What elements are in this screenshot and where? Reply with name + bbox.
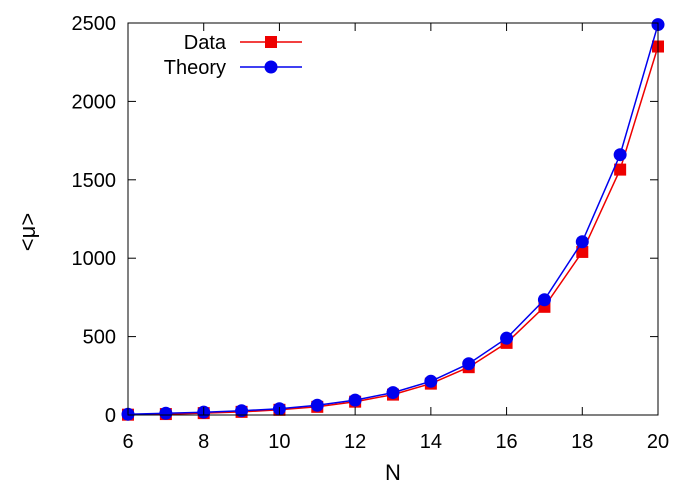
- y-tick-label: 1500: [72, 170, 117, 192]
- axes: 6 8 10 12 14 16 18 20 0 500 1000 1500 2000 2500: [72, 13, 670, 453]
- x-tick-label: 12: [344, 431, 366, 453]
- y-tick-label: 0: [105, 405, 116, 427]
- data-point-data: [614, 163, 627, 176]
- data-point-theory: [424, 374, 438, 388]
- data-point-theory: [462, 357, 476, 371]
- data-point-theory: [159, 406, 173, 420]
- y-axis-label: <μ>: [15, 213, 40, 251]
- y-tick-label: 2000: [72, 91, 117, 113]
- data-point-theory: [386, 386, 400, 400]
- data-point-theory: [348, 393, 362, 407]
- data-point-theory: [500, 331, 514, 345]
- legend-marker-data: [265, 36, 277, 48]
- data-point-theory: [310, 398, 324, 412]
- y-tick-label: 1000: [72, 248, 117, 270]
- data-point-theory: [235, 404, 249, 418]
- x-axis-label: N: [385, 460, 401, 485]
- data-point-theory: [537, 293, 551, 307]
- y-tick-label: 2500: [72, 13, 117, 35]
- y-tick-label: 500: [83, 327, 116, 349]
- series-line-theory: [127, 24, 659, 415]
- legend-label-theory: Theory: [164, 57, 226, 79]
- x-tick-label: 20: [647, 431, 669, 453]
- x-tick-label: 8: [198, 431, 209, 453]
- x-tick-label: 10: [268, 431, 290, 453]
- data-point-theory: [575, 235, 589, 249]
- legend-label-data: Data: [184, 32, 227, 54]
- plot-area: [121, 18, 665, 421]
- x-tick-label: 6: [122, 431, 133, 453]
- series-line-data: [127, 46, 659, 416]
- x-tick-label: 14: [420, 431, 442, 453]
- x-tick-label: 18: [571, 431, 593, 453]
- plot-frame: [127, 22, 659, 416]
- legend: Data Theory: [164, 32, 302, 79]
- legend-marker-theory: [264, 60, 278, 74]
- data-point-theory: [613, 148, 627, 162]
- x-tick-label: 16: [495, 431, 517, 453]
- data-point-data: [576, 245, 589, 258]
